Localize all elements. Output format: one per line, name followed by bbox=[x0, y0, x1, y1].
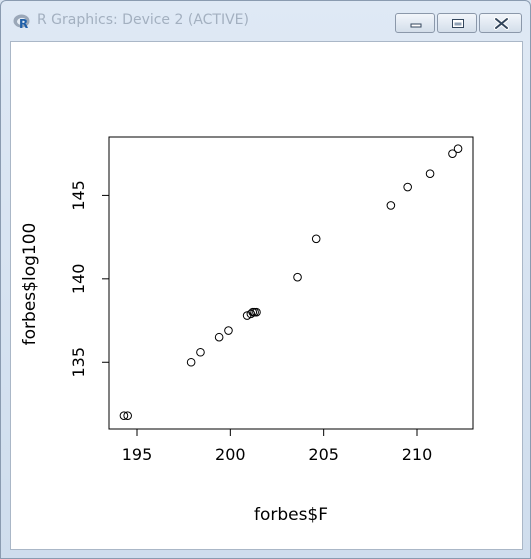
data-point bbox=[187, 358, 195, 366]
x-tick-label: 210 bbox=[402, 445, 433, 464]
reference-line bbox=[11, 42, 109, 137]
data-point bbox=[215, 333, 223, 341]
scatter-plot: 195 200 205 210 135 140 145 forbes$F forbes$lo… bbox=[11, 42, 522, 549]
close-button[interactable] bbox=[479, 13, 522, 33]
data-point bbox=[426, 170, 434, 178]
minimize-icon bbox=[396, 14, 436, 34]
maximize-icon bbox=[438, 14, 478, 34]
y-axis-label: forbes$log100 bbox=[20, 223, 40, 346]
x-tick-label: 205 bbox=[308, 445, 339, 464]
data-point bbox=[404, 183, 412, 191]
data-point bbox=[387, 202, 395, 210]
data-point bbox=[294, 273, 302, 281]
y-tick-label: 135 bbox=[69, 347, 88, 378]
x-tick-label: 200 bbox=[215, 445, 246, 464]
window-title: R Graphics: Device 2 (ACTIVE) bbox=[37, 12, 249, 28]
y-tick-label: 145 bbox=[69, 180, 88, 211]
maximize-button[interactable] bbox=[437, 13, 477, 33]
title-bar[interactable]: R R Graphics: Device 2 (ACTIVE) bbox=[1, 1, 530, 41]
x-axis-label: forbes$F bbox=[254, 505, 328, 525]
close-icon bbox=[480, 14, 523, 34]
data-point bbox=[225, 327, 233, 335]
minimize-button[interactable] bbox=[395, 13, 435, 33]
plot-frame bbox=[109, 137, 473, 429]
graphics-device-canvas: 195 200 205 210 135 140 145 forbes$F forbes$lo… bbox=[10, 41, 523, 550]
data-point bbox=[197, 348, 205, 356]
data-point bbox=[454, 145, 462, 153]
r-logo-icon: R bbox=[13, 13, 30, 30]
x-tick-label: 195 bbox=[122, 445, 153, 464]
y-tick-label: 140 bbox=[69, 264, 88, 295]
data-point bbox=[312, 235, 320, 243]
svg-text:R: R bbox=[19, 17, 28, 30]
